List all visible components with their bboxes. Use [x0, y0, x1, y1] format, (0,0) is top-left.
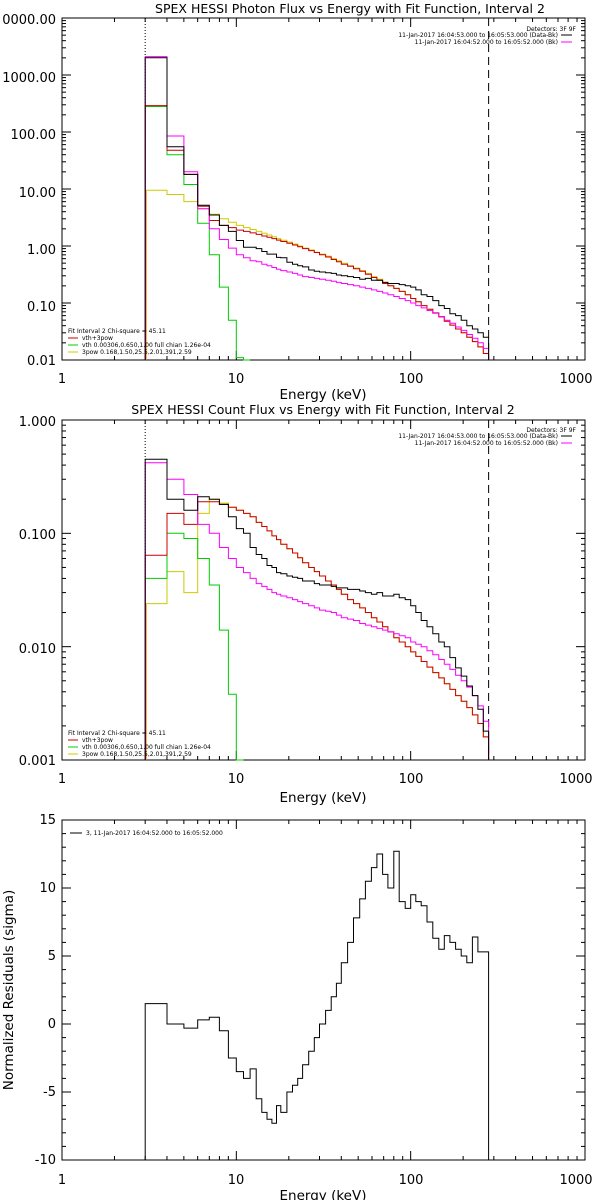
legend-entry: 11-Jan-2017 16:04:53.000 to 16:05:53.000…	[398, 32, 558, 39]
legend-entry: 11-Jan-2017 16:04:53.000 to 16:05:53.000…	[398, 433, 558, 440]
series-histogram-line	[144, 189, 490, 360]
y-tick-label: 0.010	[19, 642, 56, 657]
fit-header: Fit Interval 2 Chi-square = 45.11	[68, 730, 166, 737]
y-axis-label: Normalized Residuals (sigma)	[1, 890, 17, 1091]
chart-title: SPEX HESSI Photon Flux vs Energy with Fi…	[155, 1, 545, 16]
x-tick-label: 100	[399, 772, 424, 787]
chart-title: SPEX HESSI Count Flux vs Energy with Fit…	[131, 402, 514, 417]
y-tick-label: 0000.00	[2, 13, 56, 28]
y-tick-label: 10.00	[19, 186, 56, 201]
reference-lines	[144, 420, 490, 760]
x-tick-label: 1	[58, 372, 66, 387]
y-tick-label: 5	[48, 949, 56, 964]
reference-lines	[144, 18, 490, 360]
series-histogram-line	[144, 56, 490, 360]
x-axis-label: Energy (keV)	[280, 1188, 367, 1200]
residuals-panel: -10 -5 0 5 10 15 1 10 100 1000 Energy (k…	[1, 813, 593, 1200]
plot-frame	[61, 17, 586, 361]
y-tick-label: 10	[39, 881, 56, 896]
series-histogram-line	[144, 532, 244, 761]
legend-entry: 3pow 0.168,1.50,25.5,2.01,391,2.59	[82, 751, 192, 758]
y-tick-label: 1.00	[27, 243, 56, 258]
count-flux-panel: SPEX HESSI Count Flux vs Energy with Fit…	[19, 402, 593, 806]
y-tick-labels: 0.001 0.010 0.100 1.000	[19, 415, 56, 769]
x-tick-label: 10	[228, 772, 245, 787]
series-layer	[144, 56, 490, 361]
y-tick-labels: -10 -5 0 5 10 15	[35, 813, 56, 1168]
fit-header: Fit Interval 2 Chi-square = 45.11	[68, 328, 166, 335]
y-tick-label: -10	[35, 1153, 56, 1168]
detectors-label: Detectors: 3F 9F	[526, 427, 576, 434]
legend-entry: vth+3pow	[82, 335, 113, 342]
x-tick-label: 100	[399, 372, 424, 387]
legend-entry: 3, 11-Jan-2017 16:04:52.000 to 16:05:52.…	[86, 830, 223, 837]
series-layer	[144, 850, 490, 1160]
tick-marks	[61, 18, 585, 361]
legend-entry: 11-Jan-2017 16:04:52.000 to 16:05:52.000…	[415, 440, 558, 447]
x-tick-label: 1	[58, 772, 66, 787]
y-tick-label: 0	[48, 1017, 56, 1032]
x-axis-label: Energy (keV)	[280, 387, 367, 403]
series-histogram-line	[144, 57, 490, 360]
legend-entry: 3pow 0.168,1.50,25.5,2.01,391,2.59	[82, 349, 192, 356]
legend-entry: vth+3pow	[82, 737, 113, 744]
legend-entry: vth 0.00306,0.650,1.00 full chian 1.26e-…	[82, 342, 211, 349]
detectors-label: Detectors: 3F 9F	[526, 26, 576, 33]
tick-marks	[61, 819, 585, 1161]
x-tick-label: 100	[399, 1173, 424, 1188]
y-tick-label: 1.000	[19, 415, 56, 430]
legend-entry: vth 0.00306,0.650,1.00 full chian 1.26e-…	[82, 744, 211, 751]
x-tick-label: 10	[228, 1173, 245, 1188]
legend-entry: 11-Jan-2017 16:04:52.000 to 16:05:52.000…	[415, 39, 558, 46]
x-tick-label: 1000	[559, 372, 592, 387]
y-tick-label: 1000.00	[2, 71, 56, 86]
photon-flux-panel: SPEX HESSI Photon Flux vs Energy with Fi…	[2, 1, 592, 403]
x-tick-label: 1000	[559, 1173, 592, 1188]
series-histogram-line	[144, 458, 490, 760]
series-histogram-line	[144, 105, 490, 360]
plot-frame	[61, 419, 586, 761]
plot-frame	[61, 819, 586, 1161]
series-histogram-line	[144, 850, 490, 1160]
tick-marks	[61, 420, 585, 761]
x-tick-label: 10	[228, 372, 245, 387]
series-histogram-line	[144, 462, 490, 760]
y-tick-label: 0.10	[27, 300, 56, 315]
y-tick-label: 15	[39, 813, 56, 828]
y-tick-label: 0.001	[19, 754, 56, 769]
x-tick-labels: 1 10 100 1000	[58, 372, 593, 387]
x-tick-labels: 1 10 100 1000	[58, 772, 593, 787]
x-tick-label: 1	[58, 1173, 66, 1188]
y-tick-labels: 0.01 0.10 1.00 10.00 100.00 1000.00 0000…	[2, 13, 56, 369]
series-histogram-line	[144, 501, 490, 760]
x-tick-label: 1000	[559, 772, 592, 787]
y-tick-label: 0.01	[27, 354, 56, 369]
y-tick-label: 100.00	[11, 128, 57, 143]
x-axis-label: Energy (keV)	[280, 790, 367, 806]
y-tick-label: -5	[43, 1085, 56, 1100]
x-tick-labels: 1 10 100 1000	[58, 1173, 593, 1188]
y-tick-label: 0.100	[19, 528, 56, 543]
series-histogram-line	[144, 106, 251, 361]
series-layer	[144, 458, 490, 761]
